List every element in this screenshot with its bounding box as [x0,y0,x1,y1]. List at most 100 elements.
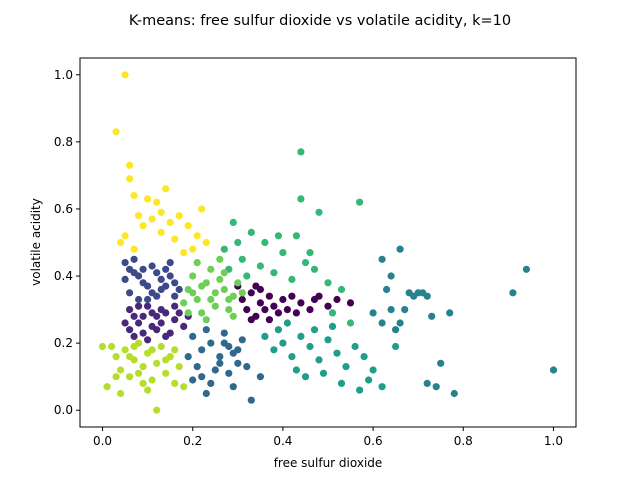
point-cluster-7-24 [238,289,246,297]
x-tick-label-2: 0.4 [273,434,292,448]
y-tick-label-5: 1.0 [54,68,73,82]
point-cluster-4-9 [423,379,431,387]
point-cluster-5-5 [306,342,314,351]
point-cluster-8-2 [103,383,111,391]
point-cluster-5-16 [310,326,319,334]
point-cluster-0-7 [270,302,278,310]
point-cluster-8-12 [153,359,161,367]
point-cluster-5-3 [288,353,296,361]
point-cluster-4-17 [410,292,418,300]
point-cluster-3-16 [225,369,233,377]
point-cluster-8-11 [148,376,156,384]
point-cluster-2-14 [139,265,147,273]
x-tick-label-5: 1.0 [544,434,563,448]
point-cluster-4-15 [509,289,517,297]
point-cluster-9-24 [157,228,165,236]
x-tick-label-3: 0.6 [364,434,383,448]
point-cluster-4-22 [428,312,436,320]
point-cluster-4-0 [378,319,386,327]
point-cluster-0-22 [252,282,260,290]
point-cluster-3-20 [202,389,210,398]
point-cluster-5-20 [365,376,373,384]
point-cluster-9-23 [117,238,125,247]
y-tick-label-4: 0.8 [54,135,73,149]
point-cluster-2-12 [121,275,129,283]
point-cluster-7-11 [234,279,242,287]
point-cluster-0-1 [243,306,251,314]
point-cluster-5-14 [292,366,300,374]
point-cluster-0-9 [279,295,287,304]
point-cluster-7-21 [198,282,206,290]
point-cluster-4-19 [369,309,377,317]
point-cluster-8-20 [144,386,152,394]
point-cluster-1-23 [157,319,165,327]
point-cluster-0-5 [261,306,269,314]
point-cluster-1-24 [130,312,138,320]
point-cluster-9-20 [180,249,188,257]
point-cluster-3-22 [247,396,255,404]
point-cluster-5-4 [297,332,305,340]
point-cluster-0-23 [292,309,300,317]
point-cluster-8-23 [130,342,138,351]
point-cluster-3-23 [256,373,264,381]
point-cluster-3-11 [238,336,246,344]
point-cluster-1-0 [126,306,134,314]
point-cluster-3-13 [198,373,206,381]
point-cluster-5-6 [315,356,323,364]
point-cluster-7-15 [211,289,219,297]
x-axis-label: free sulfur dioxide [274,456,383,470]
point-cluster-9-4 [130,191,138,200]
point-cluster-1-8 [148,322,156,330]
point-cluster-6-7 [315,208,323,216]
point-cluster-1-9 [157,306,165,314]
point-cluster-8-22 [117,389,125,398]
point-cluster-9-21 [198,205,206,213]
point-cluster-1-17 [162,332,170,340]
point-cluster-4-10 [432,383,440,391]
point-cluster-0-18 [324,302,332,310]
point-cluster-7-12 [180,299,188,307]
point-cluster-3-8 [211,366,219,374]
point-cluster-1-16 [135,302,143,310]
point-cluster-2-8 [144,282,152,290]
point-cluster-9-11 [166,218,174,226]
x-tick-label-1: 0.2 [183,434,202,448]
point-cluster-9-12 [175,212,183,220]
point-cluster-1-19 [126,326,134,334]
x-tick-label-0: 0.0 [93,434,112,448]
point-cluster-9-10 [157,208,165,216]
point-cluster-6-17 [337,285,346,294]
point-cluster-0-14 [288,292,296,300]
point-cluster-1-14 [180,322,188,330]
point-cluster-3-5 [234,359,242,367]
point-cluster-1-7 [139,312,147,320]
point-cluster-4-18 [419,289,427,297]
y-axis-ticks: 0.0 0.2 0.4 0.6 0.8 1.0 [54,68,80,417]
point-cluster-1-21 [148,309,156,317]
point-cluster-9-15 [202,238,210,247]
y-tick-label-1: 0.2 [54,336,73,350]
point-cluster-6-13 [288,275,296,283]
y-tick-label-2: 0.4 [54,269,73,283]
point-cluster-2-21 [126,265,134,273]
point-cluster-5-12 [369,366,377,374]
point-cluster-9-3 [126,175,134,183]
point-cluster-9-19 [171,235,179,243]
point-cluster-4-14 [522,265,531,273]
point-cluster-6-23 [306,249,314,257]
point-cluster-2-7 [135,295,143,304]
point-cluster-6-15 [310,265,319,273]
point-cluster-7-6 [189,272,197,280]
point-cluster-1-1 [135,319,143,327]
point-cluster-5-7 [324,336,332,344]
point-cluster-6-6 [297,195,305,203]
point-cluster-5-10 [351,342,359,351]
point-cluster-3-17 [234,346,242,354]
point-cluster-2-11 [171,279,179,287]
point-cluster-6-22 [274,232,282,240]
point-cluster-1-18 [171,302,179,310]
plot-frame [79,57,577,428]
point-cluster-6-5 [297,148,305,156]
point-cluster-2-5 [166,272,174,280]
